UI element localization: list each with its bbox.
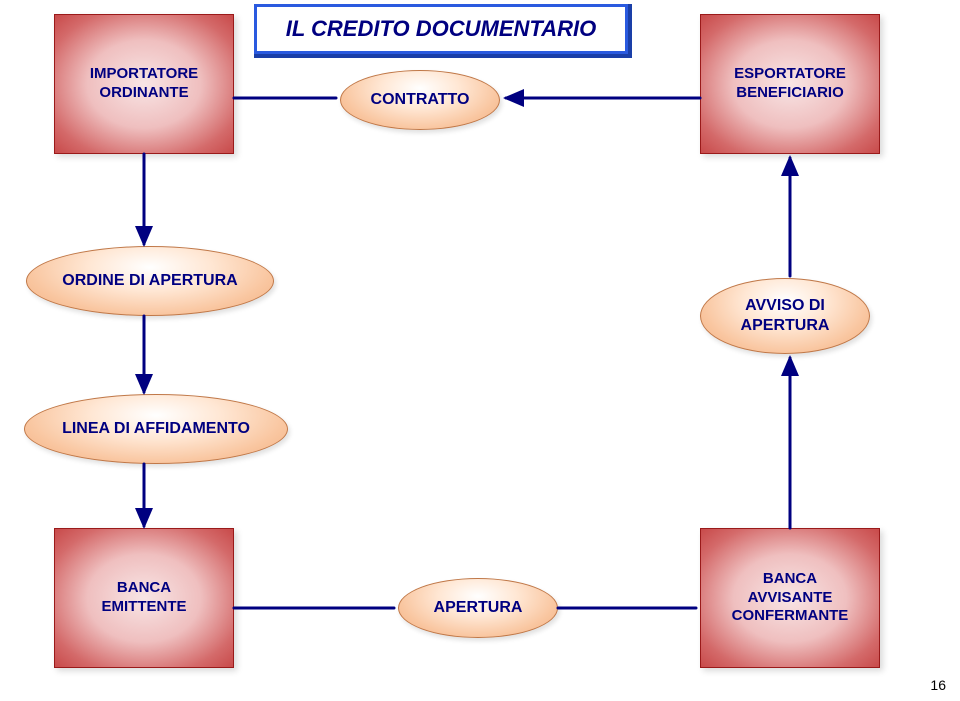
node-label: IMPORTATOREORDINANTE [84, 61, 204, 107]
node-label-line: LINEA DI AFFIDAMENTO [62, 419, 250, 439]
node-label-line: BANCA [102, 579, 187, 598]
node-label: BANCAEMITTENTE [96, 575, 193, 621]
node-linea: LINEA DI AFFIDAMENTO [24, 394, 288, 464]
node-label: APERTURA [428, 594, 529, 622]
node-label: ORDINE DI APERTURA [56, 267, 243, 295]
node-label-line: CONFERMANTE [732, 607, 849, 626]
node-label: AVVISO DIAPERTURA [735, 292, 836, 340]
node-label-line: BANCA [732, 570, 849, 589]
title-box: IL CREDITO DOCUMENTARIO [254, 4, 628, 54]
node-label-line: CONTRATTO [371, 90, 470, 110]
node-label-line: ORDINE DI APERTURA [62, 271, 237, 291]
node-label-line: APERTURA [434, 598, 523, 618]
node-esportatore: ESPORTATOREBENEFICIARIO [700, 14, 880, 154]
node-avviso: AVVISO DIAPERTURA [700, 278, 870, 354]
node-label-line: EMITTENTE [102, 598, 187, 617]
node-contratto: CONTRATTO [340, 70, 500, 130]
title-text: IL CREDITO DOCUMENTARIO [257, 7, 625, 51]
node-label: BANCAAVVISANTECONFERMANTE [726, 566, 855, 630]
node-label-line: BENEFICIARIO [734, 84, 846, 103]
node-label-line: ESPORTATORE [734, 65, 846, 84]
node-apertura: APERTURA [398, 578, 558, 638]
node-label: LINEA DI AFFIDAMENTO [56, 415, 256, 443]
node-emittente: BANCAEMITTENTE [54, 528, 234, 668]
node-label: ESPORTATOREBENEFICIARIO [728, 61, 852, 107]
node-ordine: ORDINE DI APERTURA [26, 246, 274, 316]
node-label-line: AVVISO DI [741, 296, 830, 316]
node-label: CONTRATTO [365, 86, 476, 114]
node-label-line: ORDINANTE [90, 84, 198, 103]
page-number: 16 [930, 677, 946, 693]
node-avvisante: BANCAAVVISANTECONFERMANTE [700, 528, 880, 668]
node-label-line: APERTURA [741, 316, 830, 336]
node-label-line: AVVISANTE [732, 589, 849, 608]
node-label-line: IMPORTATORE [90, 65, 198, 84]
node-importatore: IMPORTATOREORDINANTE [54, 14, 234, 154]
